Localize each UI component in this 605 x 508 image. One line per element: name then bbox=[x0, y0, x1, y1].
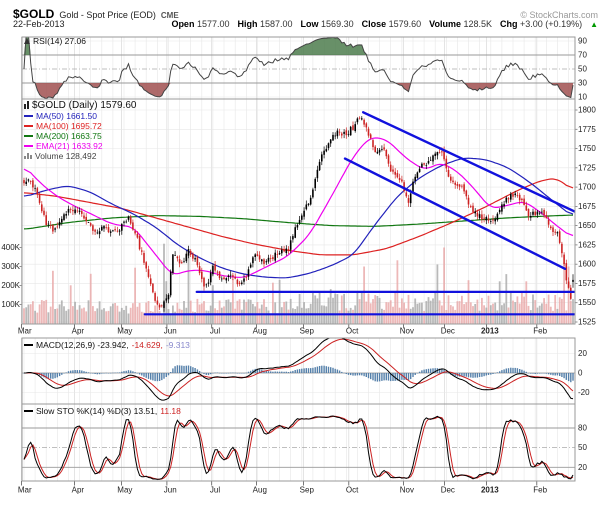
axis-label: Aug bbox=[253, 486, 267, 495]
gridlines bbox=[21, 37, 575, 481]
axis-label: 20 bbox=[578, 463, 587, 472]
axis-label: Nov bbox=[400, 327, 414, 336]
axis-label: 80 bbox=[578, 424, 587, 433]
copyright: © StockCharts.com bbox=[520, 10, 598, 20]
panel-borders bbox=[21, 36, 576, 482]
axis-label: May bbox=[117, 486, 132, 495]
axis-label: 1650 bbox=[578, 221, 596, 230]
axis-label: 200K bbox=[1, 281, 20, 290]
axis-label: Feb bbox=[533, 327, 547, 336]
axis-label: 30 bbox=[578, 79, 587, 88]
axis-label: 2013 bbox=[481, 486, 499, 495]
axis-label: Nov bbox=[400, 486, 414, 495]
symbol: $GOLD bbox=[13, 7, 55, 21]
quote-item: Chg +3.00 (+0.19%) bbox=[500, 19, 583, 29]
quote-strip: Open 1577.00 High 1587.00 Low 1569.30 Close… bbox=[171, 19, 598, 29]
axis-label: 1525 bbox=[578, 317, 596, 326]
axis-label: Oct bbox=[346, 327, 359, 336]
axis-label: 1625 bbox=[578, 240, 596, 249]
sto-plot bbox=[23, 415, 574, 480]
axis-label: Oct bbox=[346, 486, 359, 495]
chart-date: 22-Feb-2013 bbox=[13, 19, 65, 29]
exchange-label: CME bbox=[160, 11, 179, 20]
axis-label: 1550 bbox=[578, 298, 596, 307]
axis-label: Jun bbox=[164, 327, 177, 336]
price-plot bbox=[23, 111, 575, 324]
axis-label: 10 bbox=[578, 93, 587, 102]
axis-label: Jun bbox=[164, 486, 177, 495]
quote-item: Close 1579.60 bbox=[361, 19, 422, 29]
axis-label: Mar bbox=[18, 486, 32, 495]
quote-item: Open 1577.00 bbox=[171, 19, 230, 29]
axis-label: 300K bbox=[1, 262, 20, 271]
axis-label: Mar bbox=[18, 327, 32, 336]
axis-label: Dec bbox=[441, 327, 455, 336]
axis-label: May bbox=[117, 327, 132, 336]
quote-item: Low 1569.30 bbox=[300, 19, 354, 29]
axis-label: 1675 bbox=[578, 202, 596, 211]
header-row-1: $GOLD Gold - Spot Price (EOD) CME © StockC… bbox=[13, 5, 598, 23]
macd-plot bbox=[23, 338, 574, 401]
axis-label: -20 bbox=[578, 388, 590, 397]
header-row-2: 22-Feb-2013 Open 1577.00 High 1587.00 Low … bbox=[13, 19, 598, 29]
axis-label: 1725 bbox=[578, 163, 596, 172]
axis-label: 90 bbox=[578, 37, 587, 46]
axis-label: Dec bbox=[441, 486, 455, 495]
axis-label: Apr bbox=[72, 327, 85, 336]
axis-label: 0 bbox=[578, 369, 583, 378]
axis-labels: 1800 1775 1750 1725 1700 1675 1650 1625 1600 1575… bbox=[1, 37, 596, 495]
axis-label: Sep bbox=[300, 327, 315, 336]
axis-label: Apr bbox=[72, 486, 85, 495]
axis-label: 50 bbox=[578, 443, 587, 452]
axis-label: 1800 bbox=[578, 106, 596, 115]
quote-item: High 1587.00 bbox=[237, 19, 293, 29]
symbol-description: Gold - Spot Price (EOD) bbox=[59, 10, 156, 20]
axis-label: 1575 bbox=[578, 279, 596, 288]
axis-label: 400K bbox=[1, 243, 20, 252]
axis-label: 2013 bbox=[481, 327, 499, 336]
axis-label: 100K bbox=[1, 300, 20, 309]
axis-label: 1775 bbox=[578, 125, 596, 134]
chg-up-icon: ▲ bbox=[590, 20, 598, 29]
rsi-plot bbox=[23, 37, 574, 99]
axis-label: 20 bbox=[578, 349, 587, 358]
axis-label: Feb bbox=[533, 486, 547, 495]
axis-label: 70 bbox=[578, 51, 587, 60]
axis-label: Sep bbox=[300, 486, 315, 495]
symbol-title: $GOLD Gold - Spot Price (EOD) CME bbox=[13, 5, 179, 23]
axis-label: 1750 bbox=[578, 144, 596, 153]
axis-label: Jul bbox=[210, 327, 220, 336]
axis-label: Aug bbox=[253, 327, 267, 336]
axis-label: 1600 bbox=[578, 260, 596, 269]
axis-label: 1700 bbox=[578, 183, 596, 192]
axis-label: Jul bbox=[210, 486, 220, 495]
axis-label: 50 bbox=[578, 65, 587, 74]
quote-item: Volume 128.5K bbox=[429, 19, 493, 29]
